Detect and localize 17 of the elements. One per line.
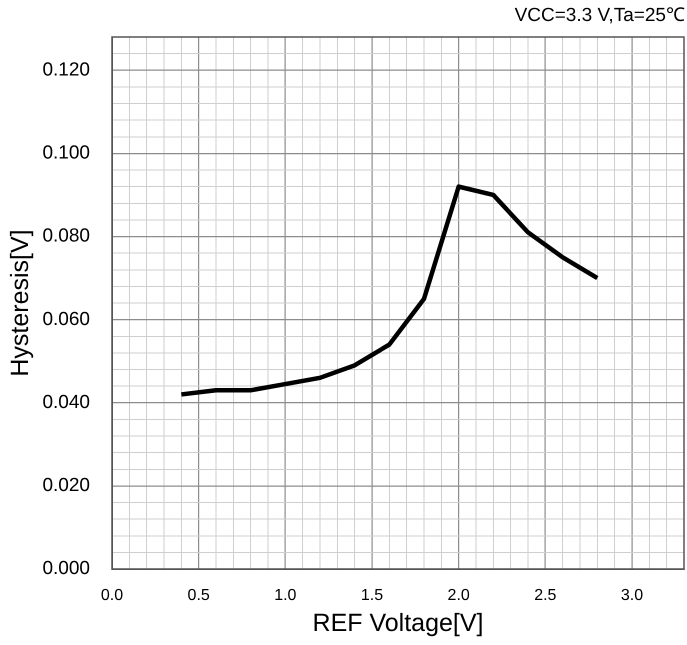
y-tick-label: 0.120 [42, 59, 90, 80]
x-axis-title: REF Voltage[V] [312, 608, 484, 637]
y-tick-label: 0.100 [42, 142, 90, 164]
x-tick-label: 3.0 [620, 587, 644, 604]
x-tick-label: 0.5 [188, 587, 210, 604]
y-tick-label: 0.020 [42, 475, 90, 496]
text: VCC=3.3 V,Ta=25℃ [514, 5, 685, 26]
x-tick-label: 0.0 [100, 587, 124, 604]
y-tick-label: 0.060 [42, 308, 90, 330]
x-tick-label: 2.5 [534, 587, 557, 604]
y-tick-label: 0.080 [42, 226, 90, 247]
y-tick-label: 0.000 [42, 558, 90, 580]
y-tick-label: 0.040 [42, 392, 90, 413]
y-axis-title: Hysteresis[V] [6, 229, 34, 377]
x-tick-label: 1.5 [360, 587, 384, 604]
x-tick-label: 2.0 [448, 587, 470, 604]
x-tick-label: 1.0 [274, 587, 297, 604]
